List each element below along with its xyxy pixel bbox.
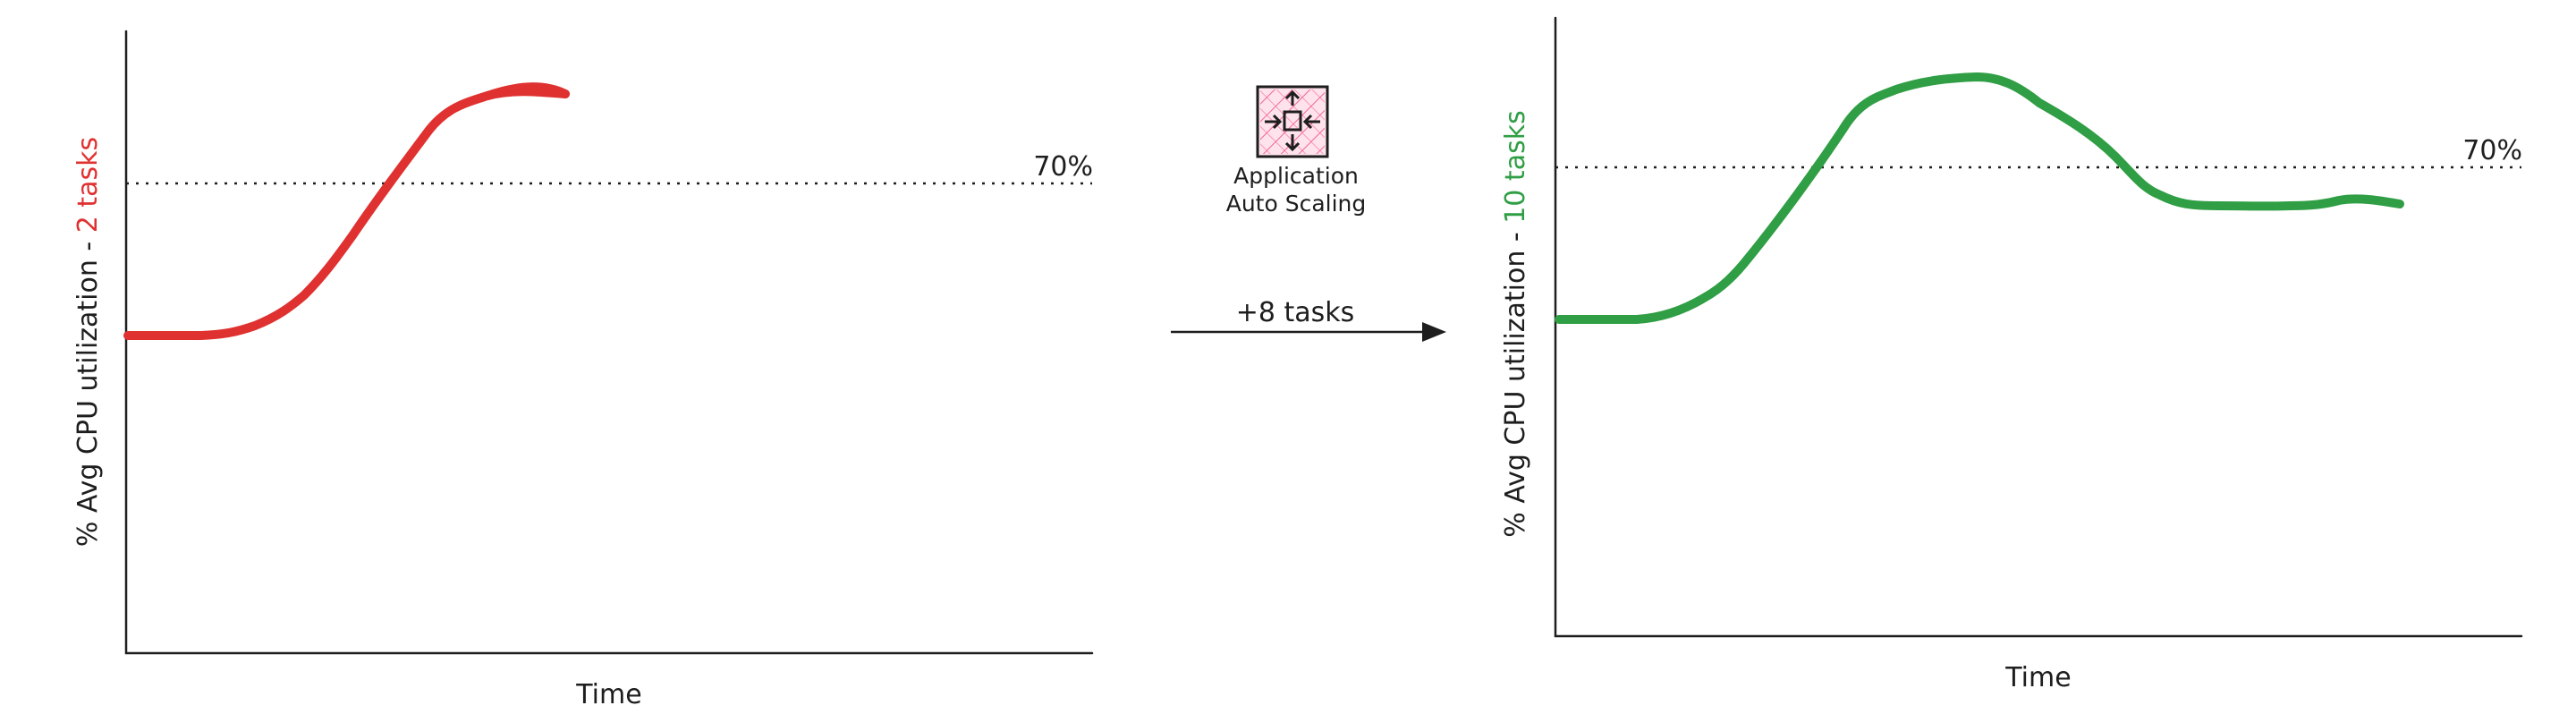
service-group: Application Auto Scaling [1226,85,1367,217]
scale-arrow-label: +8 tasks [1236,297,1355,328]
left-xlabel: Time [575,679,641,710]
right-threshold-label: 70% [2462,135,2522,166]
left-ylabel: % Avg CPU utilization - 2 tasks [72,137,104,547]
service-label-line1: Application [1233,163,1359,189]
left-cpu-curve [123,82,570,340]
left-ylabel-prefix: % Avg CPU utilization - [72,233,104,547]
right-xlabel: Time [2004,662,2071,693]
left-ylabel-highlight: 2 tasks [72,137,104,233]
right-cpu-curve [1555,72,2404,324]
left-chart: 70% Time % Avg CPU utilization - 2 tasks [72,30,1094,710]
right-ylabel-prefix: % Avg CPU utilization - [1500,224,1531,538]
right-chart-axes [1554,16,2523,638]
right-chart: 70% Time % Avg CPU utilization - 10 task… [1500,16,2523,693]
left-threshold-label: 70% [1033,151,1093,183]
application-auto-scaling-icon [1256,85,1329,158]
scale-arrow: +8 tasks [1171,297,1446,342]
right-ylabel: % Avg CPU utilization - 10 tasks [1500,110,1531,537]
right-ylabel-highlight: 10 tasks [1500,110,1531,224]
arrow-right-icon [1422,322,1446,342]
left-cpu-curve-tail [483,87,570,100]
service-label-line2: Auto Scaling [1226,191,1367,217]
left-chart-axes [124,30,1094,655]
